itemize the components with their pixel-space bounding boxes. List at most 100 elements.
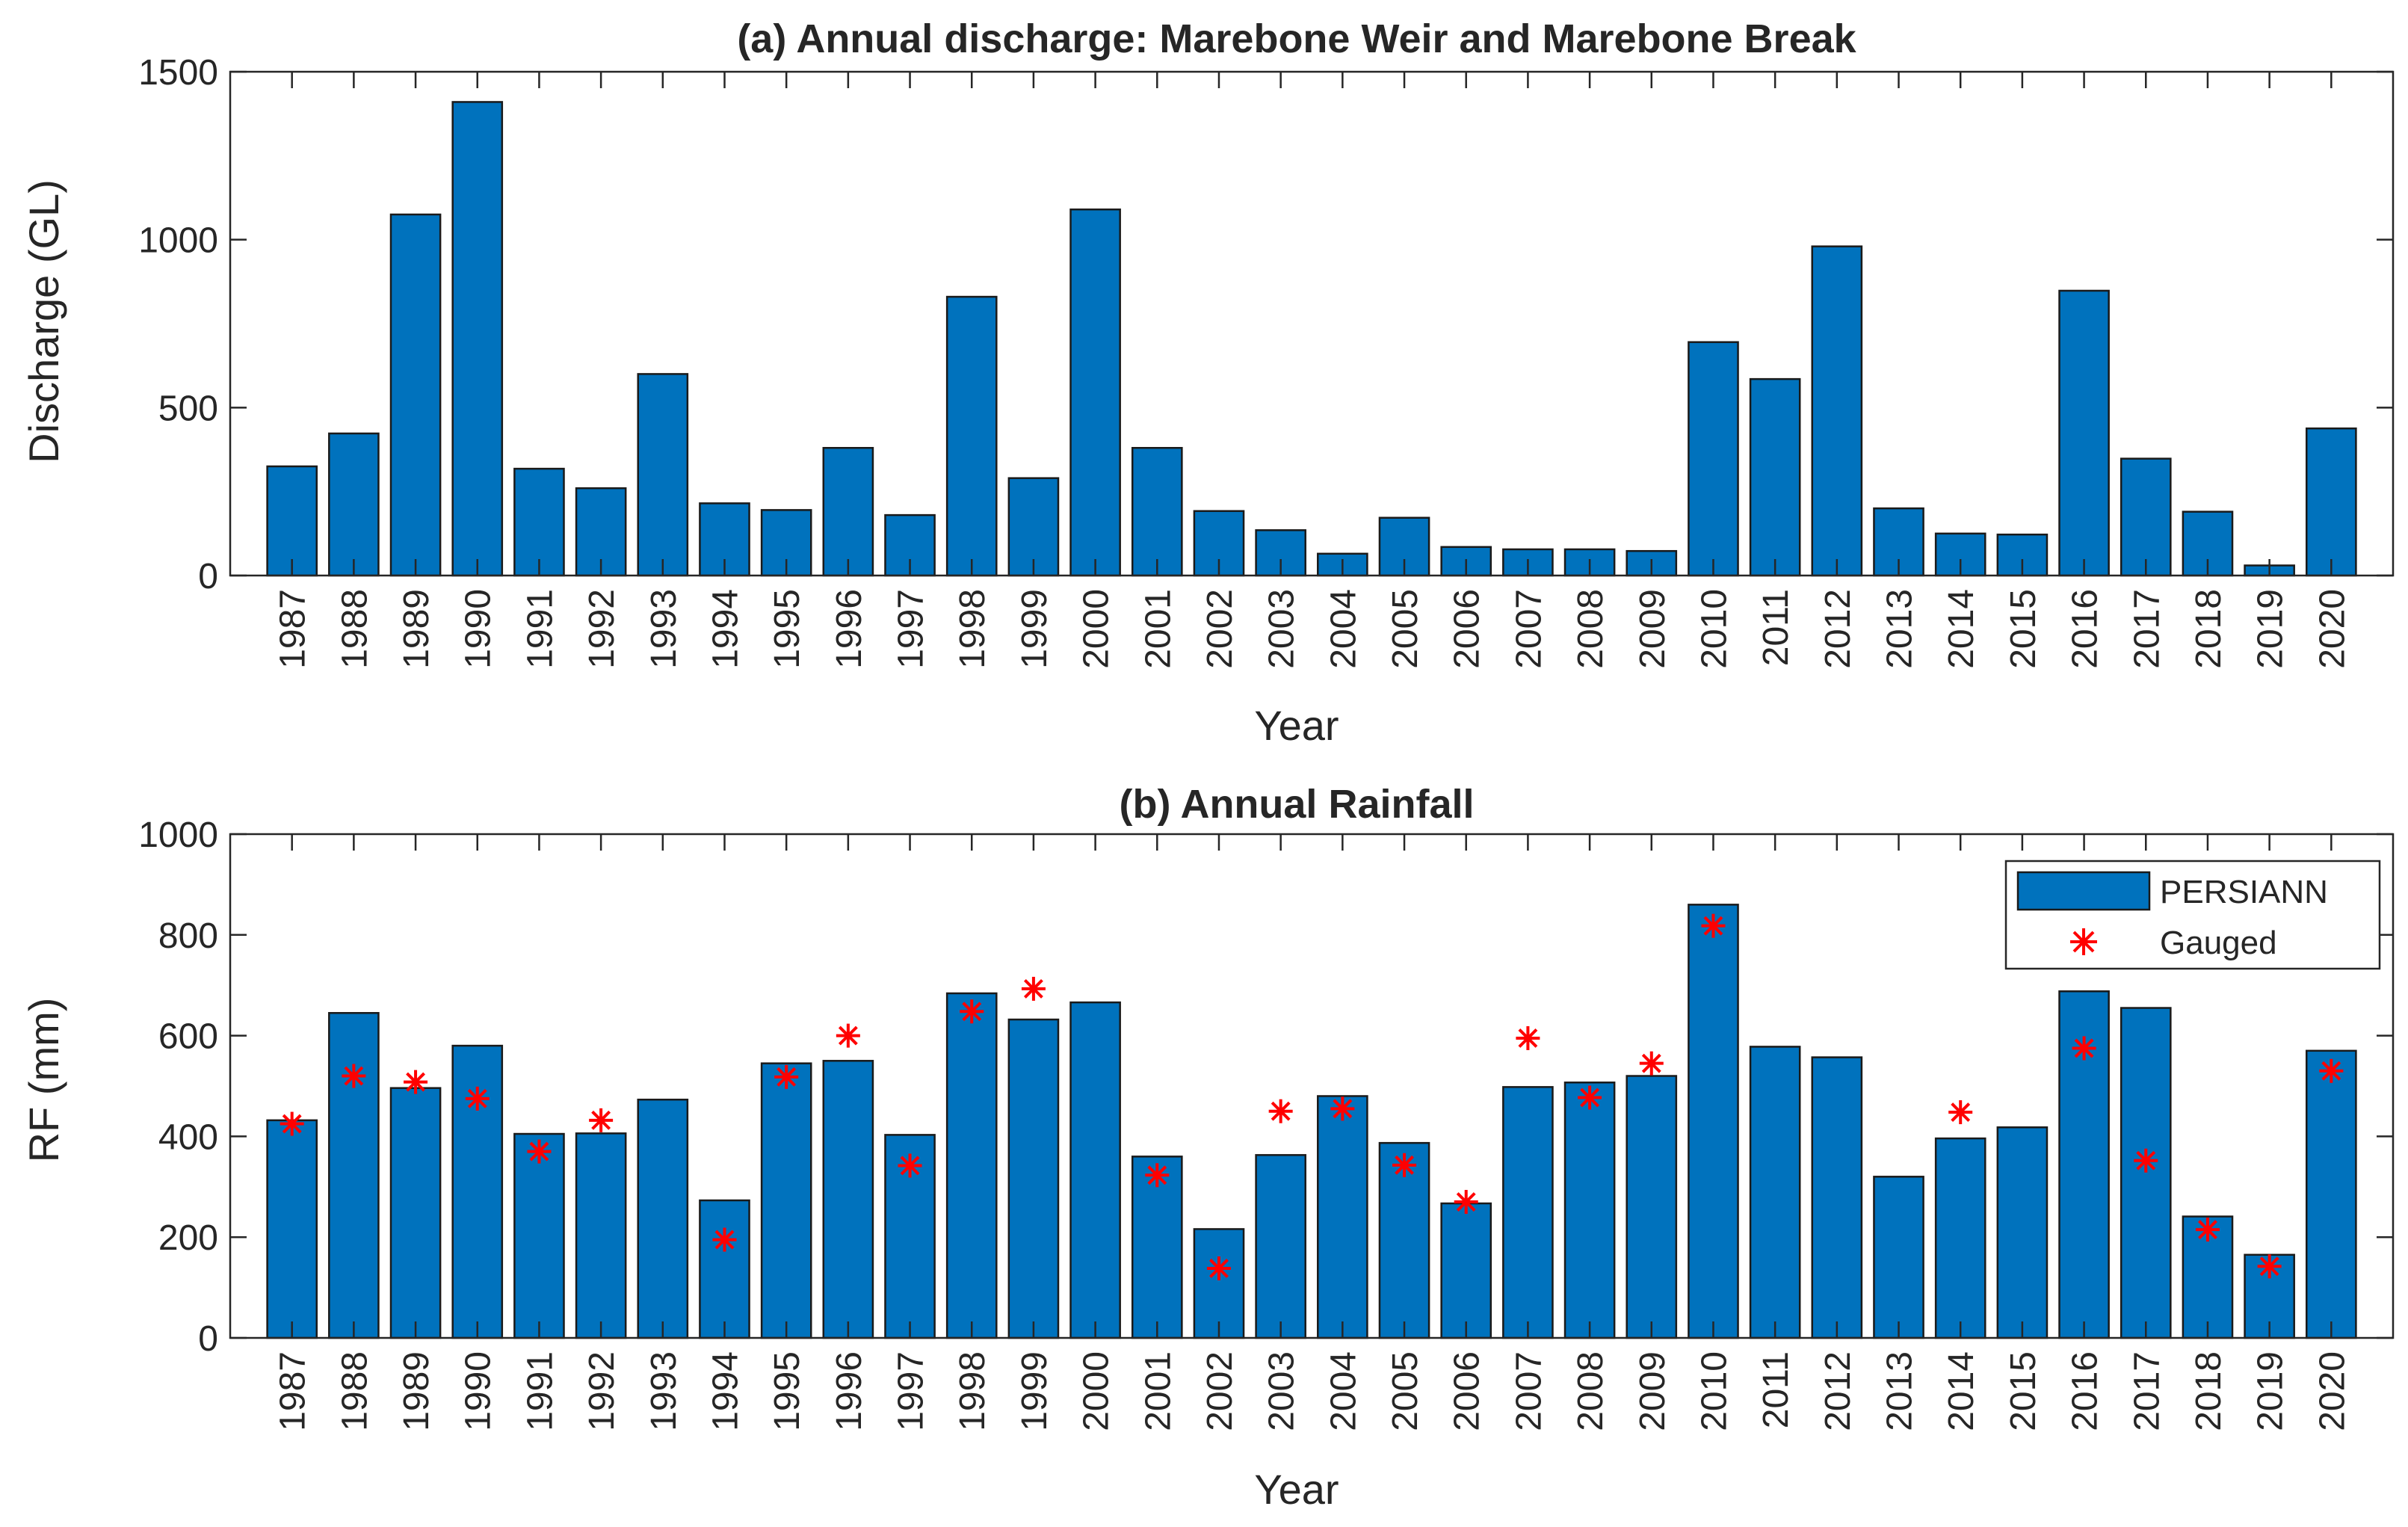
gauged-marker-2002 <box>1206 1256 1231 1280</box>
x-tick-label: 2017 <box>2127 1351 2167 1431</box>
bar-2014 <box>1934 1137 1986 1339</box>
gauged-marker-1991 <box>527 1139 552 1164</box>
bar-1989 <box>389 213 442 577</box>
bar-2001 <box>1131 447 1183 577</box>
gauged-marker-2007 <box>1516 1025 1540 1050</box>
gauged-marker-1987 <box>280 1111 304 1136</box>
x-tick-label: 2003 <box>1262 1351 1302 1431</box>
gauged-marker-2017 <box>2134 1148 2158 1173</box>
gauged-marker-1999 <box>1021 976 1046 1001</box>
bar-2013 <box>1873 1176 1924 1339</box>
gauged-marker-2016 <box>2072 1036 2096 1061</box>
y-tick-label: 600 <box>158 1017 218 1057</box>
x-tick-label: 2008 <box>1571 1351 1611 1431</box>
bar-2007 <box>1502 1086 1554 1339</box>
x-tick-label: 2014 <box>1942 1351 1981 1431</box>
x-tick-label: 1991 <box>520 1351 560 1431</box>
gauged-marker-2001 <box>1145 1163 1170 1188</box>
x-tick-label: 1988 <box>335 589 374 669</box>
x-tick-label: 2018 <box>2189 1351 2229 1431</box>
bar-1988 <box>328 432 380 577</box>
gauged-marker-1992 <box>589 1108 614 1132</box>
x-tick-label: 2020 <box>2312 1351 2352 1431</box>
x-tick-group: 1987 1988 1989 1990 1991 1992 1993 1994 1995 1996… <box>274 834 2352 1431</box>
y-tick-label: 1000 <box>138 815 218 855</box>
panel-a-discharge-chart: (a) Annual discharge: Marebone Weir and … <box>20 16 2395 749</box>
x-tick-label: 2013 <box>1880 1351 1920 1431</box>
bar-1992 <box>575 1132 627 1339</box>
x-tick-label: 2002 <box>1200 1351 1240 1431</box>
x-tick-label: 1990 <box>459 1351 498 1431</box>
y-tick-label: 500 <box>158 389 218 428</box>
bar-1993 <box>637 373 689 577</box>
gauged-marker-2004 <box>1330 1096 1355 1121</box>
bar-1995 <box>760 1062 812 1339</box>
gauged-marker-1989 <box>404 1070 428 1094</box>
bar-2016 <box>2058 289 2110 577</box>
x-tick-label: 1996 <box>830 589 869 669</box>
gauged-marker-2009 <box>1639 1051 1664 1076</box>
x-tick-label: 2015 <box>2004 589 2043 669</box>
x-tick-label: 1997 <box>892 589 931 669</box>
x-tick-label: 2016 <box>2066 589 2105 669</box>
x-tick-label: 2005 <box>1386 589 1425 669</box>
x-tick-label: 2006 <box>1448 589 1487 669</box>
gauged-marker-2018 <box>2195 1218 2220 1242</box>
x-tick-label: 1996 <box>830 1351 869 1431</box>
y-tick-label: 400 <box>158 1117 218 1157</box>
bar-2012 <box>1811 245 1863 577</box>
x-tick-label: 1993 <box>644 1351 684 1431</box>
bar-2006 <box>1440 1202 1492 1339</box>
bar-1996 <box>822 1060 874 1339</box>
bar-2011 <box>1749 377 1801 577</box>
x-tick-label: 2018 <box>2189 589 2229 669</box>
x-tick-label: 2001 <box>1138 589 1178 669</box>
x-tick-label: 2016 <box>2066 1351 2105 1431</box>
x-tick-label: 2009 <box>1633 1351 1673 1431</box>
bar-1991 <box>513 467 565 577</box>
gauged-marker-2005 <box>1392 1153 1417 1177</box>
x-tick-label: 2009 <box>1633 589 1673 669</box>
x-tick-label: 1993 <box>644 589 684 669</box>
bar-2010 <box>1688 341 1739 577</box>
x-tick-label: 1990 <box>459 589 498 669</box>
bar-1990 <box>451 101 504 577</box>
bar-1987 <box>266 1119 318 1339</box>
x-tick-label: 1998 <box>953 589 992 669</box>
legend-persiann-label: PERSIANN <box>2160 874 2328 910</box>
plot-frame <box>229 833 2395 1339</box>
gauged-marker-1995 <box>774 1064 799 1089</box>
x-tick-label: 2007 <box>1509 589 1549 669</box>
x-tick-label: 2000 <box>1077 589 1117 669</box>
x-tick-label: 1998 <box>953 1351 992 1431</box>
gauged-marker-2008 <box>1578 1085 1602 1110</box>
y-tick-label: 1500 <box>138 53 218 93</box>
x-tick-label: 2011 <box>1756 1351 1796 1428</box>
x-tick-label: 2008 <box>1571 589 1611 669</box>
legend: PERSIANN Gauged <box>2004 860 2381 970</box>
bar-2020 <box>2305 1049 2357 1339</box>
x-tick-label: 2005 <box>1386 1351 1425 1431</box>
gauged-marker-2006 <box>1454 1190 1478 1215</box>
bar-1998 <box>945 295 998 577</box>
bar-group <box>266 101 2357 577</box>
x-tick-label: 1999 <box>1015 589 1055 669</box>
x-tick-label: 1991 <box>520 589 560 669</box>
x-tick-label: 2012 <box>1818 589 1858 669</box>
bar-2000 <box>1069 1001 1121 1339</box>
y-tick-label: 1000 <box>138 221 218 261</box>
legend-gauged-label: Gauged <box>2160 925 2277 961</box>
x-tick-label: 2002 <box>1200 589 1240 669</box>
x-tick-label: 2010 <box>1694 589 1734 669</box>
bar-1989 <box>389 1087 442 1339</box>
gauged-marker-1997 <box>898 1153 922 1178</box>
chart-title: (b) Annual Rainfall <box>1120 782 1475 827</box>
x-tick-label: 1988 <box>335 1351 374 1431</box>
gauged-marker-2020 <box>2319 1058 2344 1083</box>
x-tick-label: 1997 <box>892 1351 931 1431</box>
x-tick-label: 2015 <box>2004 1351 2043 1431</box>
x-tick-label: 1995 <box>768 1351 807 1431</box>
plot-frame <box>229 70 2395 577</box>
bar-1996 <box>822 447 874 577</box>
x-tick-label: 2017 <box>2127 589 2167 669</box>
